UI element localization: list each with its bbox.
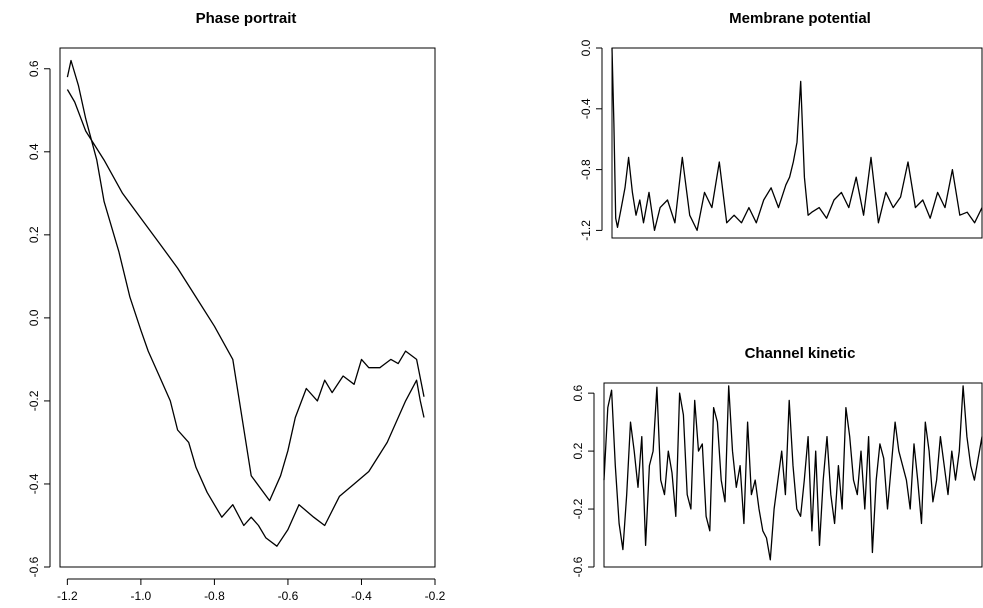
phase-portrait-y-tick-label: 0.0: [27, 309, 41, 326]
channel-kinetic-y-tick-label: -0.6: [571, 556, 585, 577]
membrane-potential-panel: Membrane potential 0.0 -0.4 -0.8 -1.2: [579, 10, 983, 241]
phase-portrait-x-tick-label: -0.2: [425, 589, 446, 603]
phase-portrait-x-axis: -1.2 -1.0 -0.8 -0.6 -0.4 -0.2: [57, 578, 446, 603]
channel-kinetic-y-tick-label: 0.6: [571, 384, 585, 401]
phase-portrait-trajectories: [66, 59, 425, 547]
phase-portrait-y-tick-label: -0.6: [27, 556, 41, 577]
channel-kinetic-y-axis: 0.6 0.2 -0.2 -0.6: [571, 384, 595, 577]
channel-kinetic-title: Channel kinetic: [745, 345, 856, 362]
phase-portrait-y-tick-label: -0.2: [27, 390, 41, 411]
channel-kinetic-y-tick-label: 0.2: [571, 442, 585, 459]
membrane-potential-title: Membrane potential: [729, 10, 871, 27]
channel-kinetic-trace: [603, 385, 983, 561]
membrane-potential-frame: [611, 47, 983, 239]
phase-portrait-x-tick-label: -0.4: [351, 589, 372, 603]
phase-portrait-y-tick-label: 0.6: [27, 60, 41, 77]
phase-portrait-y-axis: -0.6 -0.4 -0.2 0.0 0.2 0.4 0.6: [27, 60, 51, 577]
channel-kinetic-panel: Channel kinetic 0.6 0.2 -0.2 -0.6: [571, 345, 983, 577]
membrane-potential-y-tick-label: 0.0: [579, 39, 593, 56]
membrane-potential-line: [611, 47, 983, 232]
phase-portrait-title: Phase portrait: [196, 10, 297, 27]
phase-portrait-frame: [59, 47, 436, 568]
phase-portrait-y-tick-label: 0.4: [27, 143, 41, 160]
channel-kinetic-y-tick-label: -0.2: [571, 498, 585, 519]
phase-portrait-x-tick-label: -0.8: [204, 589, 225, 603]
membrane-potential-trace: [611, 47, 983, 232]
phase-portrait-x-tick-label: -0.6: [278, 589, 299, 603]
membrane-potential-y-tick-label: -0.8: [579, 159, 593, 180]
phase-portrait-x-tick-label: -1.2: [57, 589, 78, 603]
phase-portrait-panel: Phase portrait -1.2 -1.0 -0.8 -0.6 -0.4 -0.2 …: [27, 10, 446, 603]
membrane-potential-y-axis: 0.0 -0.4 -0.8 -1.2: [579, 39, 603, 241]
membrane-potential-y-tick-label: -0.4: [579, 98, 593, 119]
phase-portrait-y-tick-label: 0.2: [27, 226, 41, 243]
phase-portrait-trajectory-1: [66, 59, 425, 547]
phase-portrait-trajectory-2: [66, 89, 425, 502]
phase-portrait-x-tick-label: -1.0: [131, 589, 152, 603]
membrane-potential-y-tick-label: -1.2: [579, 220, 593, 241]
phase-portrait-y-tick-label: -0.4: [27, 473, 41, 494]
channel-kinetic-line: [603, 385, 983, 561]
